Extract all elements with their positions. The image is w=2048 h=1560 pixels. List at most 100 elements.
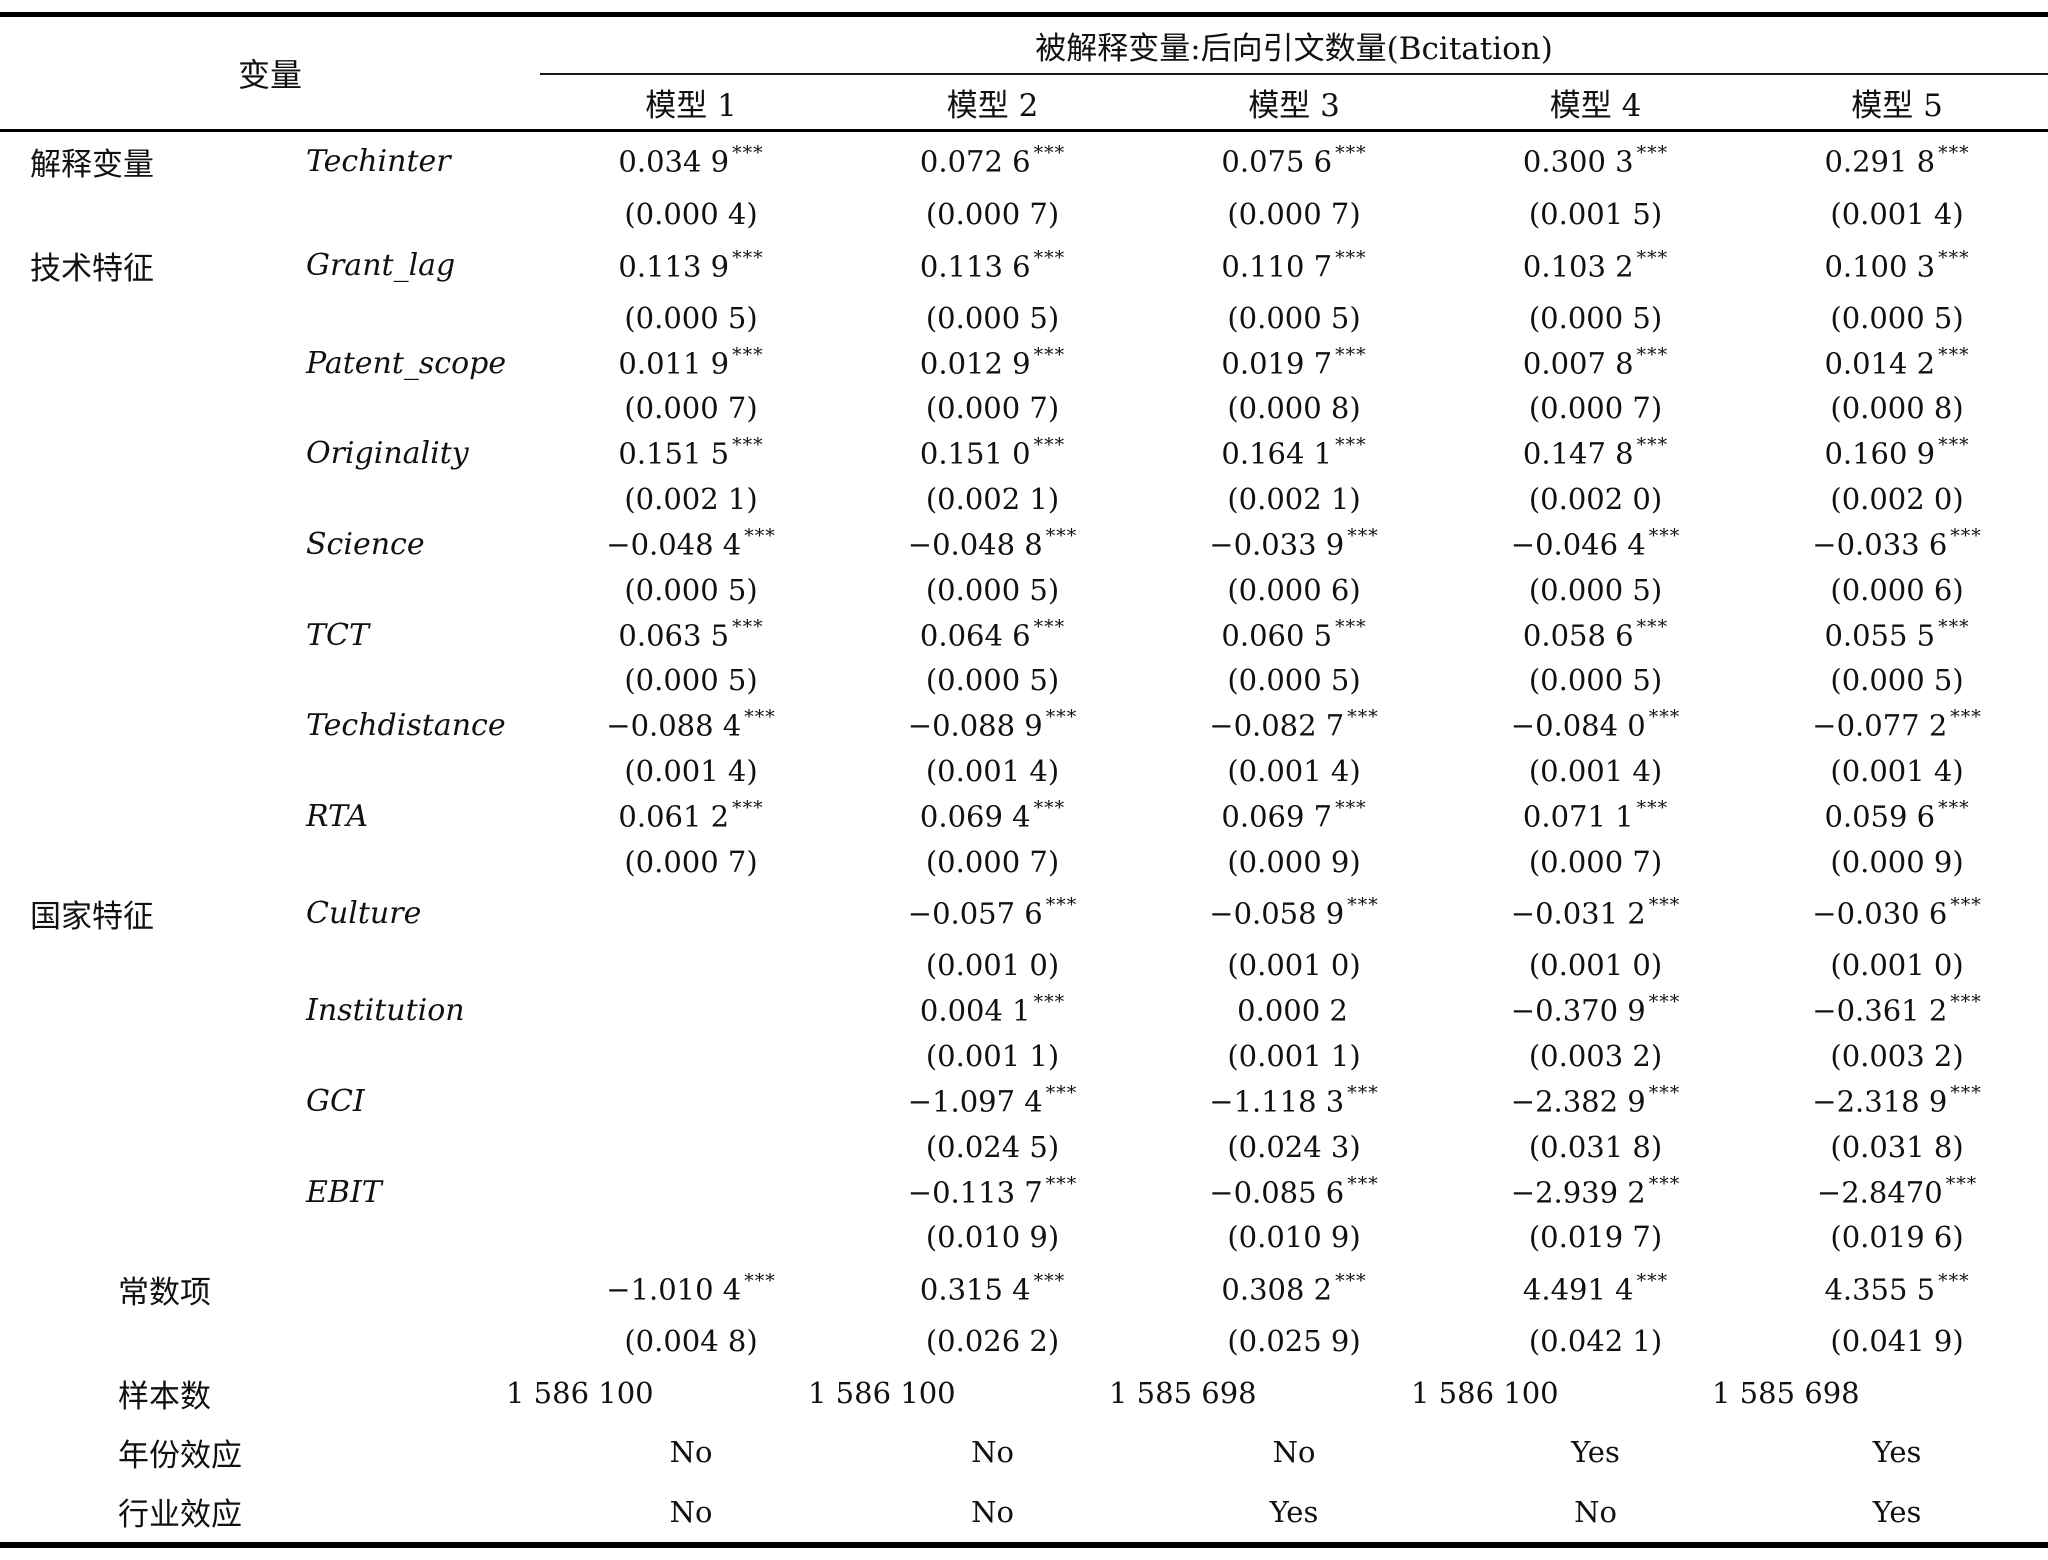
se-cell: (0.000 7) [842, 192, 1143, 237]
se-cell: (0.001 0) [1746, 943, 2048, 988]
table-row: 技术特征 Grant_lag 0.113 9 *** 0.113 6 *** 0.110 7… [0, 236, 2048, 295]
significance-stars: *** [1335, 1270, 1367, 1292]
cell-value: No [971, 1494, 1014, 1529]
se-cell: (0.000 7) [842, 386, 1143, 431]
se-cell: (0.001 1) [842, 1034, 1143, 1079]
cell-value: No [669, 1494, 713, 1529]
significance-stars: *** [1636, 797, 1669, 819]
table-row: (0.002 1) (0.002 1) (0.002 1) (0.002 0) (0.0… [0, 477, 2048, 522]
coef-cell: −1.118 3 *** [1143, 1078, 1445, 1124]
coef-cell: 0.071 1 *** [1445, 793, 1746, 839]
value-cell: Yes [1746, 1423, 2048, 1482]
se-cell: (0.000 5) [1143, 295, 1445, 340]
se-value: (0.004 8) [624, 1324, 758, 1359]
significance-stars: *** [732, 434, 764, 457]
se-cell: (0.000 9) [1143, 839, 1445, 884]
coef-cell: −0.113 7 *** [842, 1169, 1143, 1215]
se-value: (0.000 9) [1830, 844, 1964, 879]
table-row: RTA 0.061 2 *** 0.069 4 *** 0.069 7 *** 0.071 1… [0, 793, 2048, 839]
group-label [0, 1169, 268, 1215]
coef-value: −0.057 6 [907, 896, 1043, 931]
coef-cell: 0.059 6 *** [1746, 793, 2048, 839]
value-cell: No [842, 1423, 1143, 1482]
se-cell: (0.001 4) [1746, 192, 2048, 237]
se-value: (0.001 4) [1227, 754, 1361, 788]
coef-cell: −0.088 4 *** [540, 703, 842, 749]
coef-cell: −2.8470 *** [1746, 1169, 2048, 1215]
group-label [0, 431, 268, 477]
table-row: Science −0.048 4 *** −0.048 8 *** −0.033 9 ***… [0, 521, 2048, 567]
significance-stars: *** [1950, 706, 1982, 729]
significance-stars: *** [1033, 142, 1066, 165]
group-label [0, 521, 268, 567]
coef-value: 0.113 9 [618, 249, 730, 284]
se-value: (0.000 5) [1830, 300, 1964, 335]
se-value: (0.000 7) [624, 391, 758, 426]
group-label [0, 567, 268, 612]
se-cell: (0.001 0) [1143, 943, 1445, 988]
table-row: (0.000 5) (0.000 5) (0.000 5) (0.000 5) (0.0… [0, 658, 2048, 703]
group-label [0, 943, 268, 988]
variable-name [268, 1215, 540, 1260]
se-value: (0.001 4) [624, 754, 758, 788]
se-value: (0.001 1) [1227, 1039, 1361, 1074]
variable-name [268, 386, 540, 431]
se-cell: (0.000 5) [540, 567, 842, 612]
se-value: (0.000 7) [1227, 196, 1361, 231]
coef-value: 0.059 6 [1824, 799, 1936, 834]
coef-value: −0.046 4 [1510, 527, 1646, 562]
group-label: 技术特征 [30, 251, 154, 288]
significance-stars: *** [1636, 142, 1669, 165]
coef-value: 0.151 5 [618, 437, 730, 472]
variable-name [268, 477, 540, 522]
group-label: 解释变量 [30, 147, 154, 184]
significance-stars: *** [1938, 142, 1970, 165]
coef-cell: −0.077 2 *** [1746, 703, 2048, 749]
coef-cell: −0.088 9 *** [842, 703, 1143, 749]
se-value: (0.000 6) [1227, 572, 1361, 607]
table-row: 常数项 −1.010 4 *** 0.315 4 *** 0.308 2 *** 4.491 … [0, 1260, 2048, 1319]
table-row: (0.004 8) (0.026 2) (0.025 9) (0.042 1) (0.0… [0, 1319, 2048, 1364]
table-row: (0.000 7) (0.000 7) (0.000 9) (0.000 7) (0.0… [0, 839, 2048, 884]
table-row: (0.001 1) (0.001 1) (0.003 2) (0.003 2) [0, 1034, 2048, 1079]
group-label [0, 1078, 268, 1124]
table-row: Institution 0.004 1 *** 0.000 2 −0.370 9 *** −… [0, 988, 2048, 1034]
cell-value: 1 585 698 [1109, 1376, 1257, 1411]
significance-stars: *** [1950, 894, 1982, 917]
cell-value: 1 586 100 [808, 1376, 956, 1411]
coef-cell: −0.085 6 *** [1143, 1169, 1445, 1215]
group-label [0, 703, 268, 749]
se-value: (0.000 7) [1528, 844, 1663, 879]
se-cell: (0.001 0) [842, 943, 1143, 988]
table-row: (0.000 7) (0.000 7) (0.000 8) (0.000 7) (0.0… [0, 386, 2048, 431]
coef-value: −0.113 7 [907, 1175, 1043, 1210]
coef-value: 0.061 2 [618, 799, 730, 834]
coef-cell: −0.046 4 *** [1445, 521, 1746, 567]
se-value: (0.001 1) [925, 1039, 1060, 1074]
se-cell: (0.001 4) [1143, 749, 1445, 794]
table-row: Techdistance −0.088 4 *** −0.088 9 *** −0.082… [0, 703, 2048, 749]
se-value: (0.001 4) [1830, 754, 1964, 788]
significance-stars: *** [1938, 1270, 1970, 1292]
value-cell: Yes [1143, 1482, 1445, 1545]
se-value: (0.019 6) [1830, 1220, 1964, 1255]
model-4-header: 模型 4 [1445, 74, 1747, 132]
coef-value: −1.097 4 [907, 1084, 1043, 1119]
se-value: (0.000 7) [925, 196, 1060, 231]
coef-value: 0.063 5 [618, 618, 730, 653]
significance-stars: *** [1335, 434, 1367, 457]
coef-value: 0.019 7 [1221, 346, 1333, 381]
cell-value: No [971, 1435, 1014, 1470]
coef-cell: 0.160 9 *** [1746, 431, 2048, 477]
se-cell: (0.000 7) [1445, 386, 1746, 431]
se-value: (0.024 5) [925, 1129, 1060, 1164]
se-cell: (0.024 5) [842, 1124, 1143, 1169]
variable-name: Originality [306, 436, 469, 472]
se-cell: (0.000 8) [1143, 386, 1445, 431]
variable-name [268, 839, 540, 884]
value-cell: 1 585 698 [1109, 1364, 1445, 1423]
value-cell: No [1445, 1482, 1746, 1545]
coef-value: 0.034 9 [618, 145, 730, 180]
coef-cell: −0.084 0 *** [1445, 703, 1746, 749]
coef-cell: 0.151 5 *** [540, 431, 842, 477]
